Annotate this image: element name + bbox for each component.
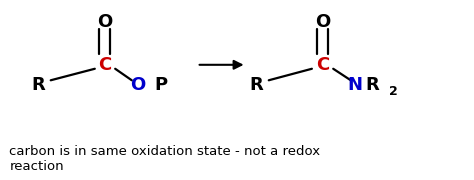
Text: P: P — [155, 76, 168, 94]
Text: R: R — [365, 76, 379, 94]
Text: O: O — [130, 76, 145, 94]
Text: R: R — [31, 76, 45, 94]
Text: C: C — [316, 56, 329, 74]
Text: O: O — [315, 13, 330, 31]
Text: carbon is in same oxidation state - not a redox
reaction: carbon is in same oxidation state - not … — [9, 145, 320, 173]
Text: 2: 2 — [389, 85, 398, 98]
Text: C: C — [98, 56, 111, 74]
Text: N: N — [347, 76, 362, 94]
Text: O: O — [97, 13, 112, 31]
Text: R: R — [249, 76, 263, 94]
